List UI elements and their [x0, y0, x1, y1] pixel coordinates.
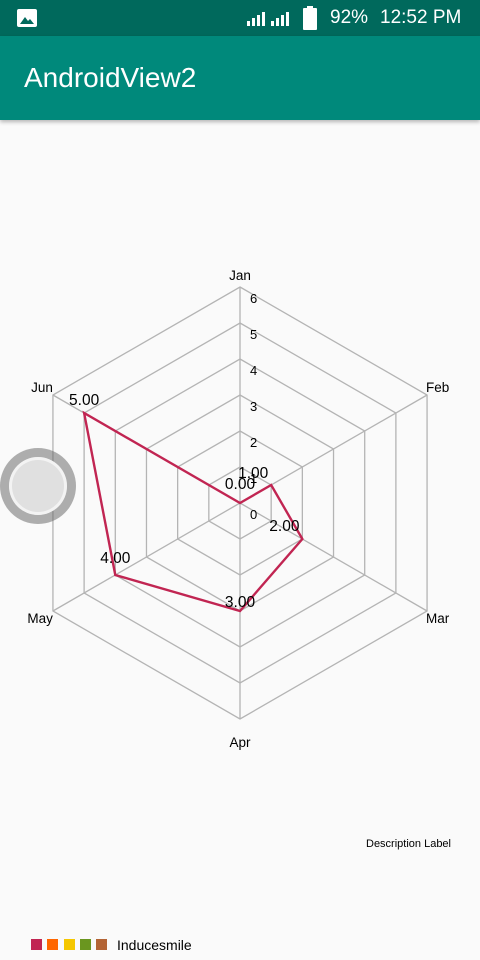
app-bar: AndroidView2	[0, 36, 480, 120]
radar-axis-label: May	[27, 611, 53, 626]
status-clock: 12:52 PM	[380, 7, 462, 28]
floating-touch-button-center[interactable]	[9, 457, 67, 515]
radar-tick-label: 5	[250, 327, 257, 342]
status-bar: 92% 12:52 PM	[0, 0, 480, 36]
image-icon	[17, 9, 37, 27]
radar-tick-label: 1	[250, 471, 257, 486]
radar-axis-label: Mar	[426, 611, 450, 626]
radar-value-label: 1.00	[238, 465, 269, 482]
radar-value-label: 0.00	[225, 476, 256, 493]
signal-icon	[247, 12, 289, 26]
radar-axis-label: Feb	[426, 380, 449, 395]
legend-swatch	[31, 939, 42, 950]
radar-axis-label: Jun	[31, 380, 53, 395]
radar-value-label: 5.00	[69, 392, 100, 409]
radar-spoke	[239, 502, 428, 612]
floating-touch-button[interactable]	[0, 448, 76, 524]
radar-tick-label: 4	[250, 363, 257, 378]
radar-series-line	[82, 410, 304, 613]
radar-value-label: 3.00	[225, 594, 256, 611]
radar-tick-label: 2	[250, 435, 257, 450]
radar-tick-label: 0	[250, 507, 257, 522]
legend-swatch	[47, 939, 58, 950]
radar-tick-label: 3	[250, 399, 257, 414]
app-title: AndroidView2	[24, 62, 197, 93]
description-label: Description Label	[366, 838, 451, 850]
radar-axis-label: Apr	[229, 735, 251, 750]
radar-tick-label: 6	[250, 291, 257, 306]
battery-percentage: 92%	[330, 7, 369, 28]
radar-value-label: 4.00	[100, 550, 131, 567]
radar-axis-label: Jan	[229, 268, 251, 283]
legend-swatch	[80, 939, 91, 950]
radar-spoke	[52, 502, 241, 612]
battery-icon	[303, 6, 317, 30]
radar-value-label: 2.00	[269, 518, 300, 535]
legend-label: Inducesmile	[117, 937, 192, 953]
legend-swatch	[64, 939, 75, 950]
legend-swatch	[96, 939, 107, 950]
